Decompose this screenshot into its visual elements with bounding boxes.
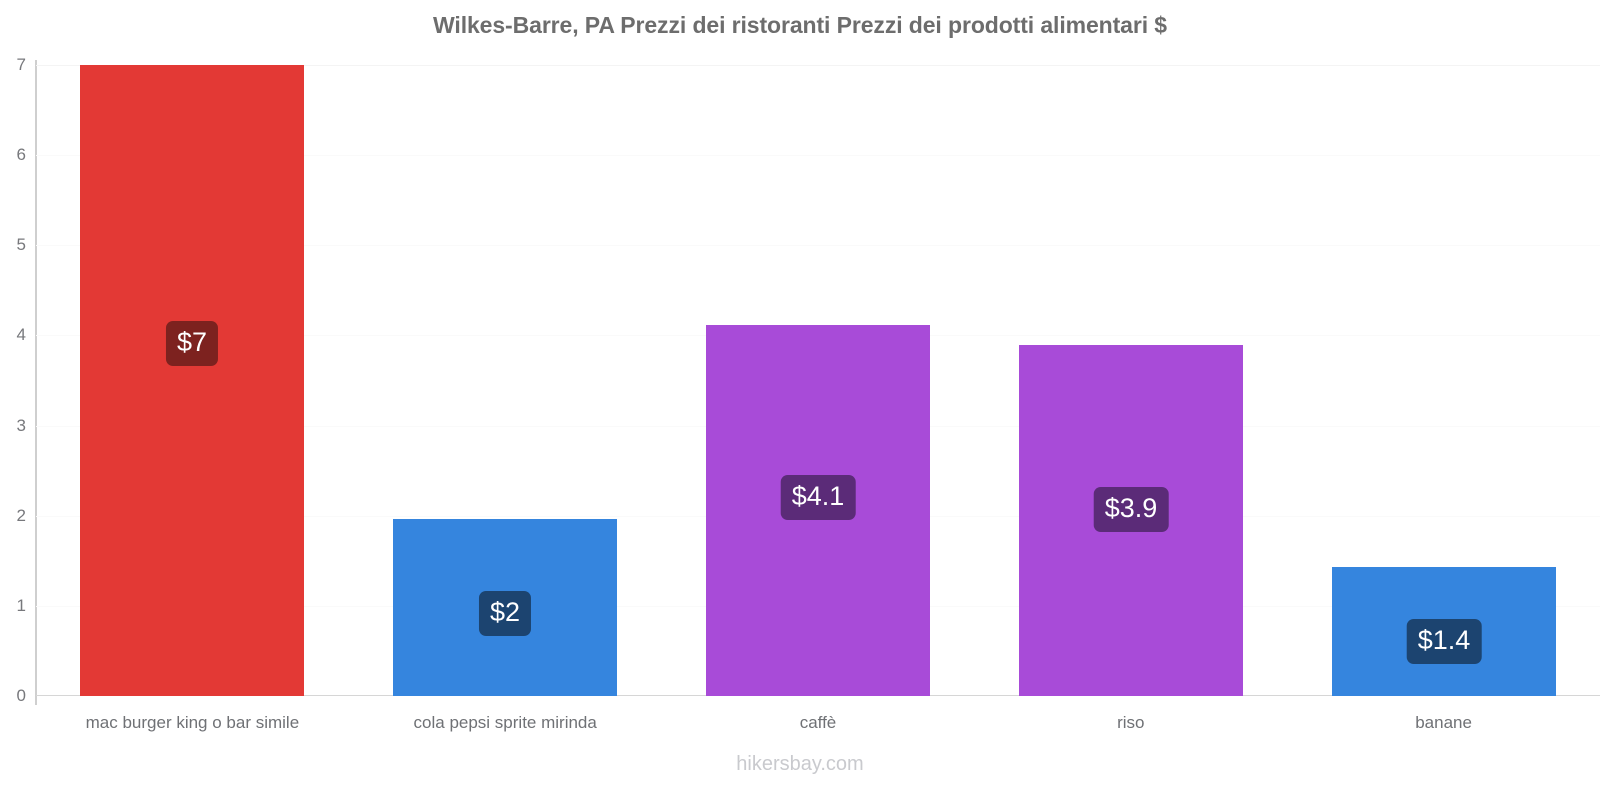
x-axis-tick-label: cola pepsi sprite mirinda: [413, 713, 597, 732]
bar[interactable]: $7: [80, 65, 304, 696]
y-axis-tick-label: 4: [16, 325, 26, 345]
gridline: [36, 155, 1600, 157]
y-axis-tick-label: 5: [16, 235, 26, 255]
y-axis-line: [35, 60, 37, 705]
gridline: [36, 245, 1600, 247]
bar-value-label: $3.9: [1093, 487, 1169, 533]
chart-title: Wilkes-Barre, PA Prezzi dei ristoranti P…: [433, 12, 1167, 38]
bar-value-label: $2: [478, 591, 532, 637]
plot-area: $7 $2 $4.1 $3.9 $1.4: [36, 65, 1600, 696]
y-axis-tick-label: 1: [16, 595, 26, 615]
bar[interactable]: $1.4: [1332, 567, 1556, 696]
bar[interactable]: $2: [393, 519, 617, 696]
y-axis-tick-label: 3: [16, 415, 26, 435]
x-axis-tick-label: caffè: [799, 713, 837, 732]
x-axis-tick-label: banane: [1415, 713, 1472, 732]
y-axis-tick-label: 6: [16, 145, 26, 165]
x-axis-tick-label: riso: [1117, 713, 1145, 732]
bar-value-label: $4.1: [780, 474, 856, 520]
gridline: [36, 65, 1600, 66]
bar[interactable]: $3.9: [1019, 345, 1243, 696]
x-axis-tick-label: mac burger king o bar simile: [85, 713, 300, 732]
bar-value-label: $1.4: [1406, 619, 1482, 665]
y-axis-tick-label: 2: [16, 505, 26, 525]
footer-credit: hikersbay.com: [736, 753, 864, 775]
y-axis-tick-label: 0: [16, 686, 26, 705]
bar[interactable]: $4.1: [706, 324, 930, 696]
y-axis-tick-label: 7: [16, 55, 26, 74]
bar-value-label: $7: [165, 321, 219, 366]
